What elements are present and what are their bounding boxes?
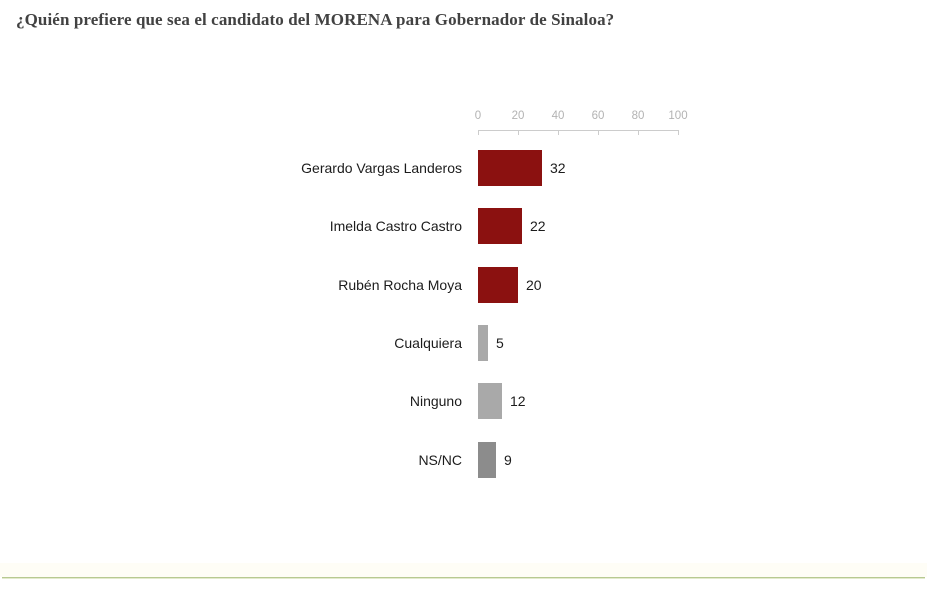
x-axis-tick-label: 0: [474, 110, 482, 122]
bar-row: Cualquiera 5: [0, 314, 927, 372]
x-axis-tick-label: 60: [591, 110, 605, 122]
bar: [478, 149, 542, 186]
x-axis-tick-mark: [518, 131, 519, 135]
value-label: 32: [550, 159, 566, 176]
value-label: 20: [526, 276, 542, 293]
value-label: 12: [510, 393, 526, 410]
value-label: 9: [504, 451, 512, 468]
x-axis-tick-label: 20: [511, 110, 525, 122]
bar-row: Imelda Castro Castro 22: [0, 197, 927, 255]
chart-title: ¿Quién prefiere que sea el candidato del…: [16, 10, 615, 29]
bar: [478, 383, 502, 420]
x-axis-tick-mark: [638, 131, 639, 135]
x-axis-tick-label: 40: [551, 110, 565, 122]
bar: [478, 324, 488, 361]
category-label: NS/NC: [418, 451, 462, 468]
bar: [478, 266, 518, 303]
bar-row: Gerardo Vargas Landeros 32: [0, 139, 927, 197]
category-label: Rubén Rocha Moya: [338, 276, 462, 293]
bar-rows: Gerardo Vargas Landeros 32 Imelda Castro C…: [0, 139, 927, 489]
x-axis-tick-mark: [478, 131, 479, 135]
category-label: Gerardo Vargas Landeros: [301, 159, 462, 176]
x-axis-tick-mark: [558, 131, 559, 135]
bar-row: NS/NC 9: [0, 430, 927, 488]
value-label: 22: [530, 218, 546, 235]
value-label: 5: [496, 334, 504, 351]
bottom-rule: [2, 577, 925, 579]
category-label: Imelda Castro Castro: [329, 218, 462, 235]
bar-row: Ninguno 12: [0, 372, 927, 430]
footer-tint: [0, 563, 927, 577]
bar: [478, 208, 522, 245]
x-axis-line: [478, 130, 679, 135]
x-axis-tick-labels: 0 20 40 60 80 100: [474, 110, 688, 124]
x-axis-tick-label: 100: [668, 110, 688, 122]
bar-row: Rubén Rocha Moya 20: [0, 255, 927, 313]
x-axis-tick-mark: [598, 131, 599, 135]
bar: [478, 441, 496, 478]
x-axis-tick-mark: [678, 131, 679, 135]
x-axis-tick-label: 80: [631, 110, 645, 122]
category-label: Ninguno: [409, 393, 462, 410]
category-label: Cualquiera: [394, 334, 462, 351]
